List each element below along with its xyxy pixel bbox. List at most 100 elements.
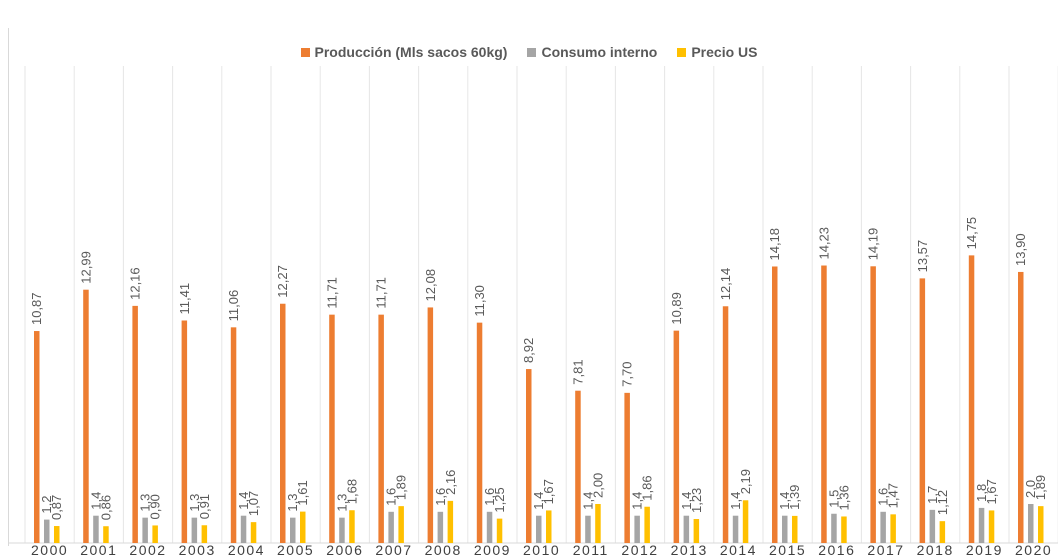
bar-produccion-2013	[673, 330, 680, 543]
bar-precio-2019	[988, 510, 995, 543]
x-tick-label-2019: 2019	[966, 542, 1003, 558]
bar-consumo-2005	[290, 517, 296, 543]
x-tick-label-2020: 2020	[1015, 542, 1052, 558]
x-tick-label-2002: 2002	[129, 542, 166, 558]
bar-precio-2012	[644, 506, 650, 543]
x-tick-label-2014: 2014	[720, 542, 757, 558]
data-label-produccion-2013: 10,89	[669, 292, 684, 325]
bar-consumo-2020	[1028, 504, 1034, 543]
bar-consumo-2010	[536, 515, 542, 543]
data-label-precio-2004: 1,07	[246, 491, 261, 516]
legend-label-consumo: Consumo interno	[541, 44, 658, 60]
x-tick-label-2004: 2004	[228, 542, 265, 558]
bar-consumo-2006	[339, 517, 345, 543]
bar-produccion-2020	[1018, 271, 1024, 543]
data-label-produccion-2007: 11,71	[374, 277, 389, 309]
bar-consumo-2000	[44, 519, 50, 543]
legend-item-consumo: Consumo interno	[527, 44, 657, 60]
bar-produccion-2016	[821, 265, 827, 543]
bar-produccion-2010	[526, 369, 532, 543]
bar-produccion-2005	[280, 303, 286, 543]
legend-label-produccion: Producción (Mls sacos 60kg)	[314, 44, 508, 60]
bar-consumo-2014	[732, 515, 739, 543]
x-tick-label-2008: 2008	[425, 542, 462, 558]
bar-consumo-2004	[240, 515, 247, 543]
bar-consumo-2013	[683, 515, 690, 543]
data-label-precio-2000: 0,87	[49, 495, 64, 520]
data-label-consumo-2014: 1,4	[728, 492, 743, 510]
bar-consumo-2002	[142, 517, 148, 543]
bar-precio-2005	[300, 511, 306, 543]
data-label-produccion-2001: 12,99	[78, 251, 93, 284]
data-label-consumo-2009: 1,6	[482, 488, 497, 506]
data-label-produccion-2010: 8,92	[521, 338, 536, 363]
bar-consumo-2008	[437, 511, 444, 543]
bar-precio-2011	[595, 504, 601, 543]
chart-border-left	[8, 28, 9, 546]
data-label-consumo-2001: 1,4	[88, 492, 103, 510]
bar-consumo-2007	[388, 511, 394, 543]
bar-consumo-2009	[486, 511, 493, 543]
x-tick-label-2017: 2017	[867, 542, 904, 558]
data-label-consumo-2002: 1,3	[138, 494, 153, 512]
bar-precio-2013	[693, 519, 700, 543]
data-label-consumo-2008: 1,6	[433, 488, 448, 506]
bar-produccion-2007	[378, 314, 384, 543]
bar-produccion-2002	[132, 305, 138, 543]
bar-consumo-2003	[191, 517, 198, 543]
data-label-produccion-2005: 12,27	[275, 265, 290, 298]
x-tick-label-2007: 2007	[375, 542, 412, 558]
data-label-produccion-2002: 12,16	[128, 267, 143, 300]
bar-consumo-2019	[978, 507, 985, 543]
data-label-produccion-2000: 10,87	[29, 292, 44, 325]
bar-precio-2015	[792, 515, 798, 543]
data-label-produccion-2008: 12,08	[423, 269, 438, 302]
data-label-consumo-2011: 1,4	[580, 492, 595, 510]
data-label-consumo-2017: 1,6	[876, 488, 891, 506]
x-tick-label-2009: 2009	[474, 542, 511, 558]
x-tick-label-2010: 2010	[523, 542, 560, 558]
x-tick-label-2003: 2003	[179, 542, 216, 558]
bar-consumo-2016	[831, 513, 837, 543]
legend-swatch-consumo	[527, 47, 537, 57]
data-label-produccion-2015: 14,18	[767, 228, 782, 261]
data-label-consumo-2004: 1,4	[236, 492, 251, 510]
bar-produccion-2014	[722, 306, 729, 543]
data-label-produccion-2004: 11,06	[226, 290, 241, 322]
x-tick-label-2013: 2013	[671, 542, 708, 558]
data-label-precio-2009: 1,25	[492, 487, 507, 512]
data-label-produccion-2006: 11,71	[324, 277, 339, 309]
data-label-produccion-2018: 13,57	[915, 240, 930, 273]
bar-produccion-2019	[968, 255, 975, 543]
bar-produccion-2006	[329, 314, 335, 543]
bar-produccion-2001	[83, 289, 89, 543]
data-label-produccion-2009: 11,30	[472, 285, 487, 317]
bar-produccion-2009	[476, 322, 483, 543]
legend-label-precio: Precio US	[691, 44, 758, 60]
bar-produccion-2003	[181, 320, 188, 543]
bar-precio-2016	[841, 516, 847, 543]
bar-produccion-2017	[870, 266, 876, 543]
data-label-consumo-2018: 1,7	[925, 486, 940, 504]
legend-item-precio: Precio US	[677, 44, 757, 60]
bar-consumo-2001	[93, 515, 99, 543]
data-label-precio-2012: 1,86	[640, 475, 655, 500]
bar-precio-2008	[447, 500, 454, 543]
data-label-consumo-2003: 1,3	[187, 494, 202, 512]
data-label-produccion-2003: 11,41	[177, 283, 192, 315]
data-label-precio-2002: 0,90	[148, 494, 163, 519]
bar-consumo-2015	[782, 515, 788, 543]
data-label-precio-2005: 1,61	[295, 480, 310, 505]
data-label-precio-2018: 1,12	[935, 490, 950, 515]
data-label-produccion-2012: 7,70	[620, 362, 635, 387]
data-label-precio-2020: 1,89	[1033, 475, 1048, 500]
bar-precio-2018	[939, 521, 946, 543]
bar-precio-2000	[54, 526, 60, 543]
legend-item-produccion: Producción (Mls sacos 60kg)	[300, 44, 508, 60]
bar-produccion-2011	[575, 390, 581, 543]
x-tick-label-2016: 2016	[818, 542, 855, 558]
x-tick-label-2005: 2005	[277, 542, 314, 558]
data-label-consumo-2012: 1,4	[630, 492, 645, 510]
legend: Producción (Mls sacos 60kg) Consumo inte…	[0, 44, 1058, 60]
x-tick-label-2012: 2012	[621, 542, 658, 558]
